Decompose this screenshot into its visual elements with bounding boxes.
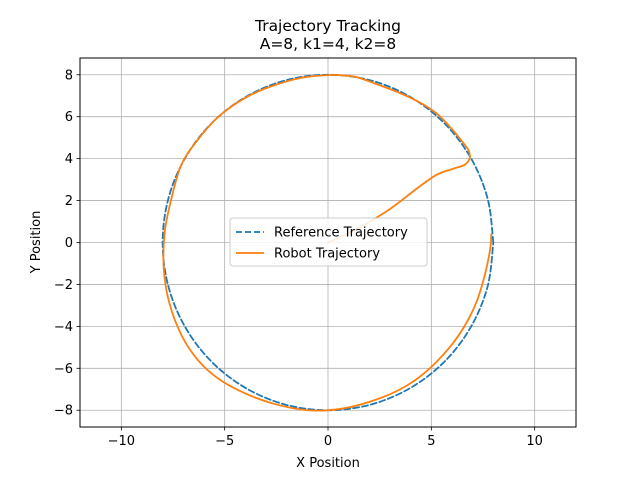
chart-subtitle: A=8, k1=4, k2=8 bbox=[260, 35, 397, 53]
y-tick-label: −2 bbox=[54, 278, 73, 293]
legend-box bbox=[229, 217, 428, 267]
y-tick-label: 0 bbox=[65, 236, 73, 251]
y-tick-label: 2 bbox=[65, 194, 73, 209]
tick-group: −10 −5 0 5 10 −8 −6 −4 −2 0 2 4 6 8 bbox=[54, 68, 543, 449]
legend-label-reference: Reference Trajectory bbox=[274, 226, 408, 241]
y-tick-label: −6 bbox=[54, 362, 73, 377]
legend-label-robot: Robot Trajectory bbox=[274, 247, 380, 262]
x-tick-label: −5 bbox=[215, 434, 234, 449]
y-tick-label: −8 bbox=[54, 404, 73, 419]
y-axis-title: Y Position bbox=[29, 211, 44, 275]
grid-lines bbox=[80, 58, 576, 427]
x-tick-label: 10 bbox=[526, 434, 543, 449]
x-tick-label: 5 bbox=[427, 434, 435, 449]
robot-trajectory-line bbox=[162, 74, 493, 412]
legend: Reference Trajectory Robot Trajectory bbox=[229, 217, 428, 267]
y-tick-label: −4 bbox=[54, 320, 73, 335]
x-axis-title: X Position bbox=[296, 456, 360, 471]
x-tick-label: 0 bbox=[324, 434, 332, 449]
chart-title: Trajectory Tracking bbox=[254, 17, 401, 35]
x-tick-label: −10 bbox=[108, 434, 135, 449]
y-tick-label: 8 bbox=[65, 68, 73, 83]
y-tick-label: 4 bbox=[65, 152, 73, 167]
y-tick-label: 6 bbox=[65, 110, 73, 125]
series-group bbox=[161, 73, 495, 412]
